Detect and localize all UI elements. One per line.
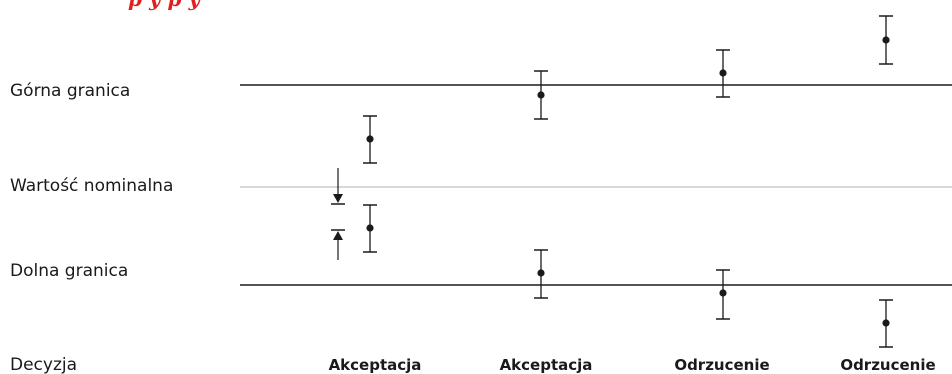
error-bar-case-3-upper [716,49,730,98]
measurement-point-case-1-lower [366,224,374,232]
error-bar-case-4-lower [879,299,893,348]
error-bar-case-3-lower [716,269,730,320]
nominal-value-label: Wartość nominalna [10,176,173,196]
error-bar-case-2-upper [534,70,548,120]
error-bar-case-2-lower [534,249,548,299]
decision-case-1: Akceptacja [329,356,422,374]
error-bar-case-1-upper [363,115,377,164]
decision-label: Decyzja [10,355,77,374]
measurement-point-case-2-lower [537,269,545,277]
measurement-point-case-1-upper [366,135,374,143]
measurement-point-case-4-lower [882,319,890,327]
guard-band-arrows [331,168,345,260]
error-bar-case-1-lower [363,204,377,253]
title-fragment: p y p y [128,0,201,11]
measurement-point-case-3-lower [719,289,727,297]
decision-case-2: Akceptacja [500,356,593,374]
upper-limit-label: Górna granica [10,81,130,101]
measurement-point-case-4-upper [882,36,890,44]
decision-case-4: Odrzucenie [840,356,935,374]
measurement-point-case-2-upper [537,91,545,99]
measurement-point-case-3-upper [719,69,727,77]
decision-case-3: Odrzucenie [674,356,769,374]
measurements [363,15,893,348]
error-bar-case-4-upper [879,15,893,65]
lower-limit-label: Dolna granica [10,261,128,281]
